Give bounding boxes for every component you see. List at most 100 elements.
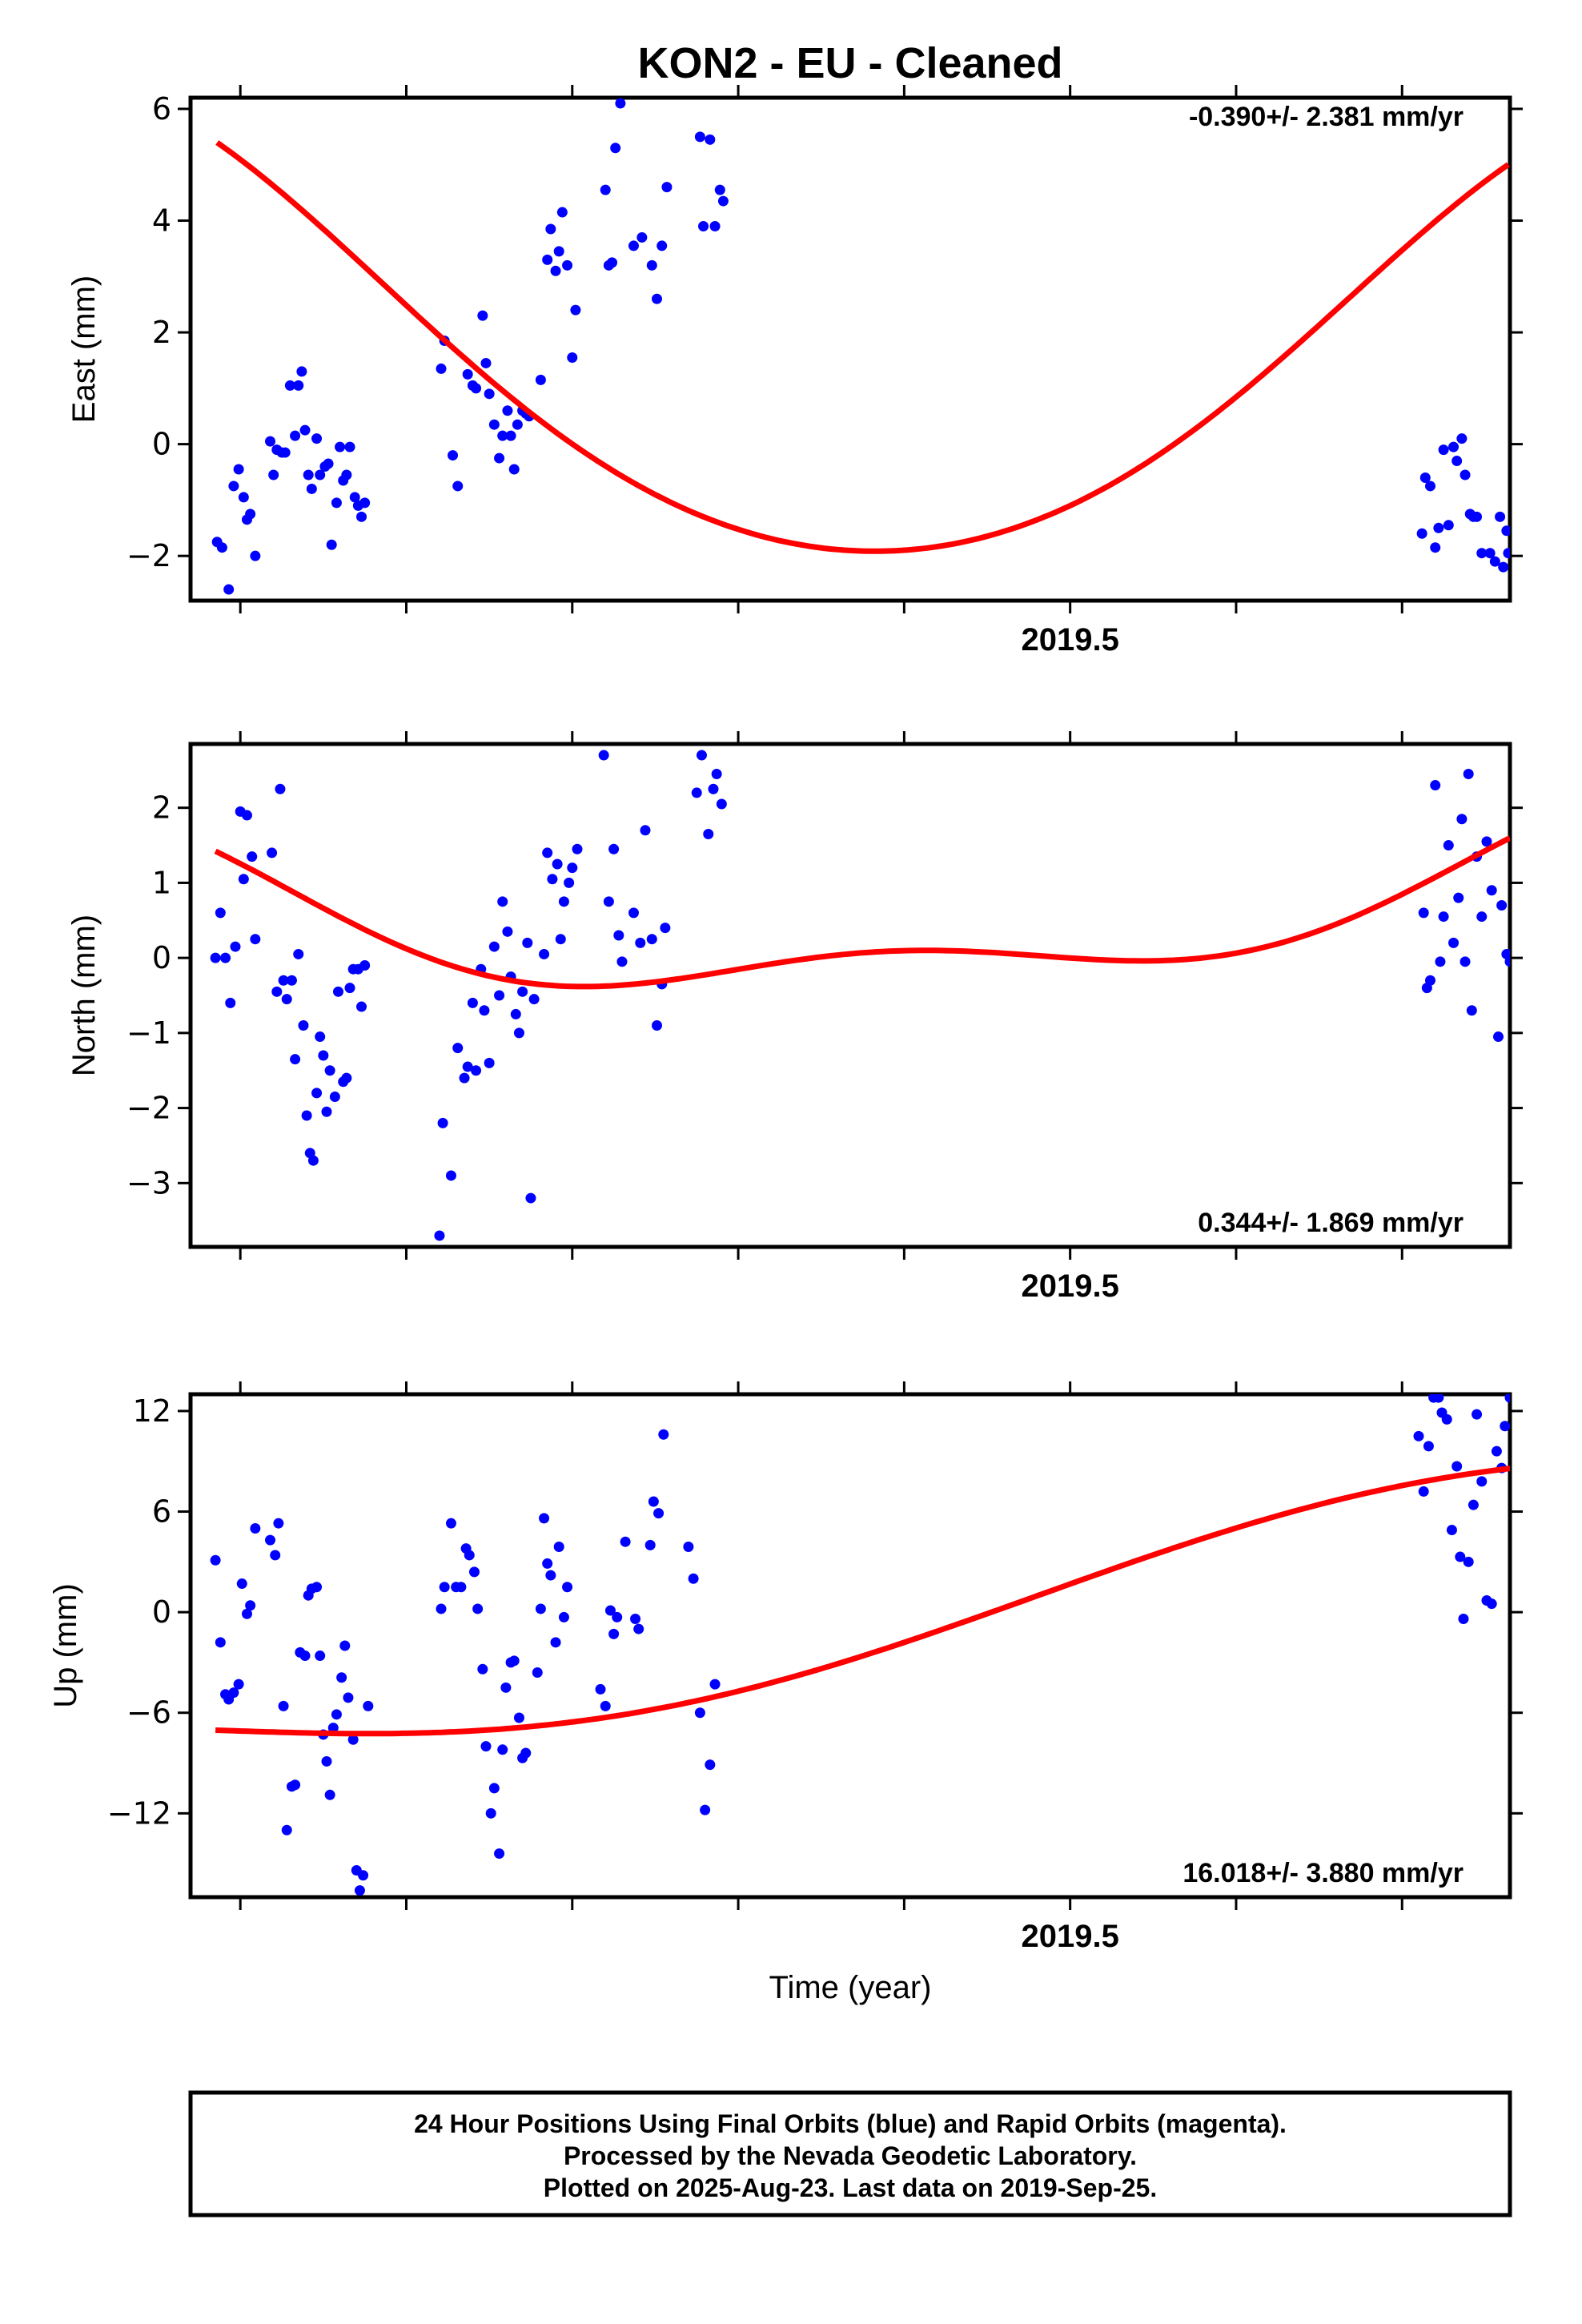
north-data-point (225, 997, 236, 1008)
east-data-point (1433, 522, 1444, 533)
up-data-point (648, 1496, 659, 1507)
north-data-point (488, 941, 500, 952)
up-data-point (513, 1712, 524, 1723)
east-data-point (359, 497, 371, 509)
north-fit-curve (214, 835, 1510, 990)
north-data-point (522, 937, 533, 948)
up-data-point (233, 1679, 244, 1690)
up-data-point (343, 1692, 354, 1703)
up-data-point (354, 1885, 365, 1896)
north-data-point (703, 828, 714, 839)
north-data-point (321, 1106, 332, 1117)
up-y-tick-label: 6 (152, 1494, 171, 1530)
east-data-point (290, 430, 301, 441)
north-data-point (547, 874, 558, 885)
footer-line-1: 24 Hour Positions Using Final Orbits (bl… (414, 2109, 1287, 2138)
north-data-layer (210, 750, 1510, 1241)
east-data-point (344, 441, 355, 452)
north-data-point (241, 810, 252, 821)
east-data-point (694, 131, 705, 143)
north-rate-label: 0.344+/- 1.869 mm/yr (1198, 1208, 1464, 1238)
east-data-point (508, 464, 520, 475)
up-data-point (709, 1679, 721, 1690)
east-data-layer (211, 98, 1510, 595)
north-data-point (513, 1027, 524, 1039)
north-y-tick-label: 1 (152, 865, 171, 900)
east-data-point (228, 480, 239, 492)
north-data-point (238, 874, 249, 885)
east-data-point (550, 265, 561, 276)
east-rate-label: -0.390+/- 2.381 mm/yr (1189, 102, 1464, 132)
east-data-point (567, 352, 578, 363)
north-y-axis-label: North (mm) (66, 915, 102, 1076)
east-data-point (284, 380, 295, 391)
north-y-tick-label: 2 (152, 790, 171, 826)
up-data-point (1476, 1476, 1488, 1487)
east-data-point (1503, 548, 1510, 559)
up-data-point (520, 1747, 532, 1759)
north-data-point (459, 1072, 470, 1084)
up-data-point (1455, 1551, 1466, 1562)
north-data-point (1492, 1031, 1504, 1043)
east-data-point (233, 464, 244, 475)
north-data-point (552, 858, 563, 870)
up-data-point (550, 1637, 561, 1648)
up-data-point (633, 1623, 644, 1634)
up-data-point (1486, 1598, 1497, 1610)
up-data-point (1468, 1499, 1479, 1510)
north-data-point (555, 934, 566, 945)
up-y-tick-label: −6 (126, 1695, 171, 1731)
north-data-point (1430, 780, 1441, 791)
up-data-point (488, 1783, 500, 1794)
north-data-point (494, 990, 505, 1001)
up-y-tick-label: −12 (107, 1795, 171, 1831)
x-axis-label: Time (year) (769, 1970, 932, 2005)
up-data-point (542, 1558, 553, 1569)
north-data-point (497, 896, 508, 907)
up-data-point (245, 1600, 256, 1611)
footer-line-2: Processed by the Nevada Geodetic Laborat… (564, 2141, 1137, 2170)
east-data-point (462, 368, 473, 380)
east-data-point (512, 419, 523, 430)
up-data-point (1472, 1409, 1483, 1420)
up-data-point (553, 1541, 564, 1552)
north-y-tick-label: 0 (152, 940, 171, 975)
east-data-point (1476, 548, 1488, 559)
up-data-point (545, 1570, 556, 1581)
north-data-point (539, 948, 550, 959)
up-data-point (456, 1582, 467, 1593)
east-data-point (553, 246, 564, 257)
north-y-tick-label: −1 (126, 1015, 171, 1051)
up-data-point (1441, 1413, 1452, 1425)
east-data-point (1419, 472, 1431, 483)
north-data-point (1453, 892, 1464, 903)
east-data-point (311, 433, 323, 444)
north-plot-frame (188, 742, 1512, 1249)
east-y-tick-label: 0 (152, 427, 171, 462)
east-data-point (250, 550, 261, 561)
up-data-point (535, 1603, 546, 1614)
north-data-point (616, 956, 628, 967)
north-data-point (542, 847, 553, 858)
north-data-point (484, 1057, 495, 1068)
east-data-point (535, 374, 546, 385)
east-data-point (542, 254, 553, 265)
north-data-point (230, 941, 241, 952)
north-data-point (250, 934, 261, 945)
east-data-point (306, 483, 317, 494)
north-data-point (1460, 956, 1471, 967)
north-data-point (1466, 1005, 1477, 1016)
up-data-point (331, 1709, 342, 1720)
east-data-point (1443, 520, 1454, 531)
north-data-point (356, 1001, 367, 1012)
east-panel: −2 0 2 4 6 2019.5 East (mm) -0.390+/- 2.381 mm/… (66, 85, 1523, 657)
up-data-point (228, 1687, 239, 1699)
north-data-point (528, 994, 540, 1005)
east-data-point (488, 419, 500, 430)
north-data-point (1463, 768, 1474, 779)
north-data-point (517, 986, 528, 997)
north-data-point (275, 783, 286, 794)
north-data-point (479, 1005, 490, 1016)
north-data-point (598, 750, 609, 761)
up-data-point (653, 1508, 665, 1519)
